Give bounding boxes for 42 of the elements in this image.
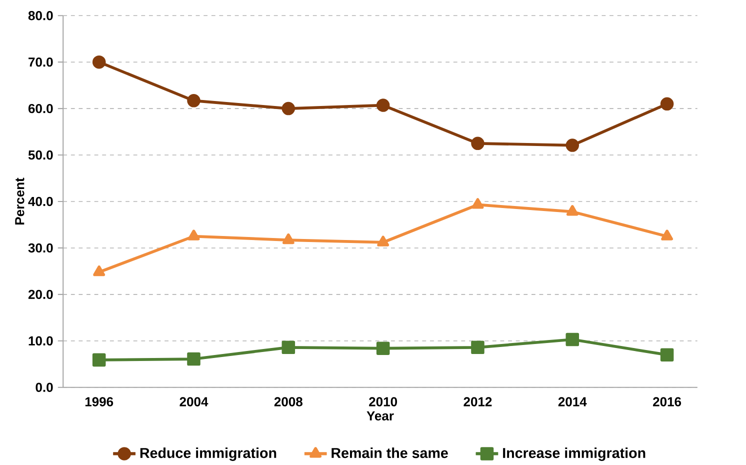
point (471, 340, 484, 354)
y-tick-label: 60.0 (28, 104, 53, 114)
y-tick-label: 40.0 (28, 196, 53, 206)
point (376, 98, 390, 112)
y-tick-label: 30.0 (28, 243, 53, 253)
point (472, 198, 484, 209)
point (92, 55, 106, 69)
x-tick-label: 2004 (180, 397, 208, 406)
point (282, 102, 296, 116)
point (660, 348, 674, 362)
x-tick-label: 2016 (653, 397, 682, 406)
point (282, 340, 296, 354)
x-tick-label: 1996 (85, 397, 114, 406)
y-tick-label: 0.0 (36, 382, 53, 392)
legend-label: Remain the same (332, 448, 448, 458)
point (187, 352, 200, 366)
point (93, 265, 106, 276)
point (566, 205, 578, 216)
point (566, 332, 580, 346)
x-axis-title: Year (366, 411, 394, 420)
point (471, 136, 484, 150)
point (188, 230, 200, 240)
x-tick-label: 2012 (464, 397, 492, 406)
y-tick-label: 70.0 (28, 57, 53, 67)
point (92, 353, 106, 367)
point (660, 97, 674, 111)
y-tick-label: 50.0 (28, 150, 53, 160)
x-tick-label: 2014 (558, 397, 587, 406)
x-tick-label: 2010 (369, 397, 398, 406)
y-tick-label: 10.0 (28, 336, 53, 346)
legend-label: Reduce immigration (140, 448, 276, 461)
point (376, 342, 390, 355)
point (282, 233, 294, 244)
legend-label: Increase immigration (503, 448, 646, 461)
y-tick-label: 80.0 (28, 10, 53, 20)
point (187, 94, 200, 108)
point (377, 236, 389, 246)
point (661, 230, 673, 240)
y-axis-title: Percent (15, 178, 24, 224)
point (566, 138, 580, 152)
y-tick-label: 20.0 (28, 290, 53, 299)
x-tick-label: 2008 (274, 397, 302, 406)
